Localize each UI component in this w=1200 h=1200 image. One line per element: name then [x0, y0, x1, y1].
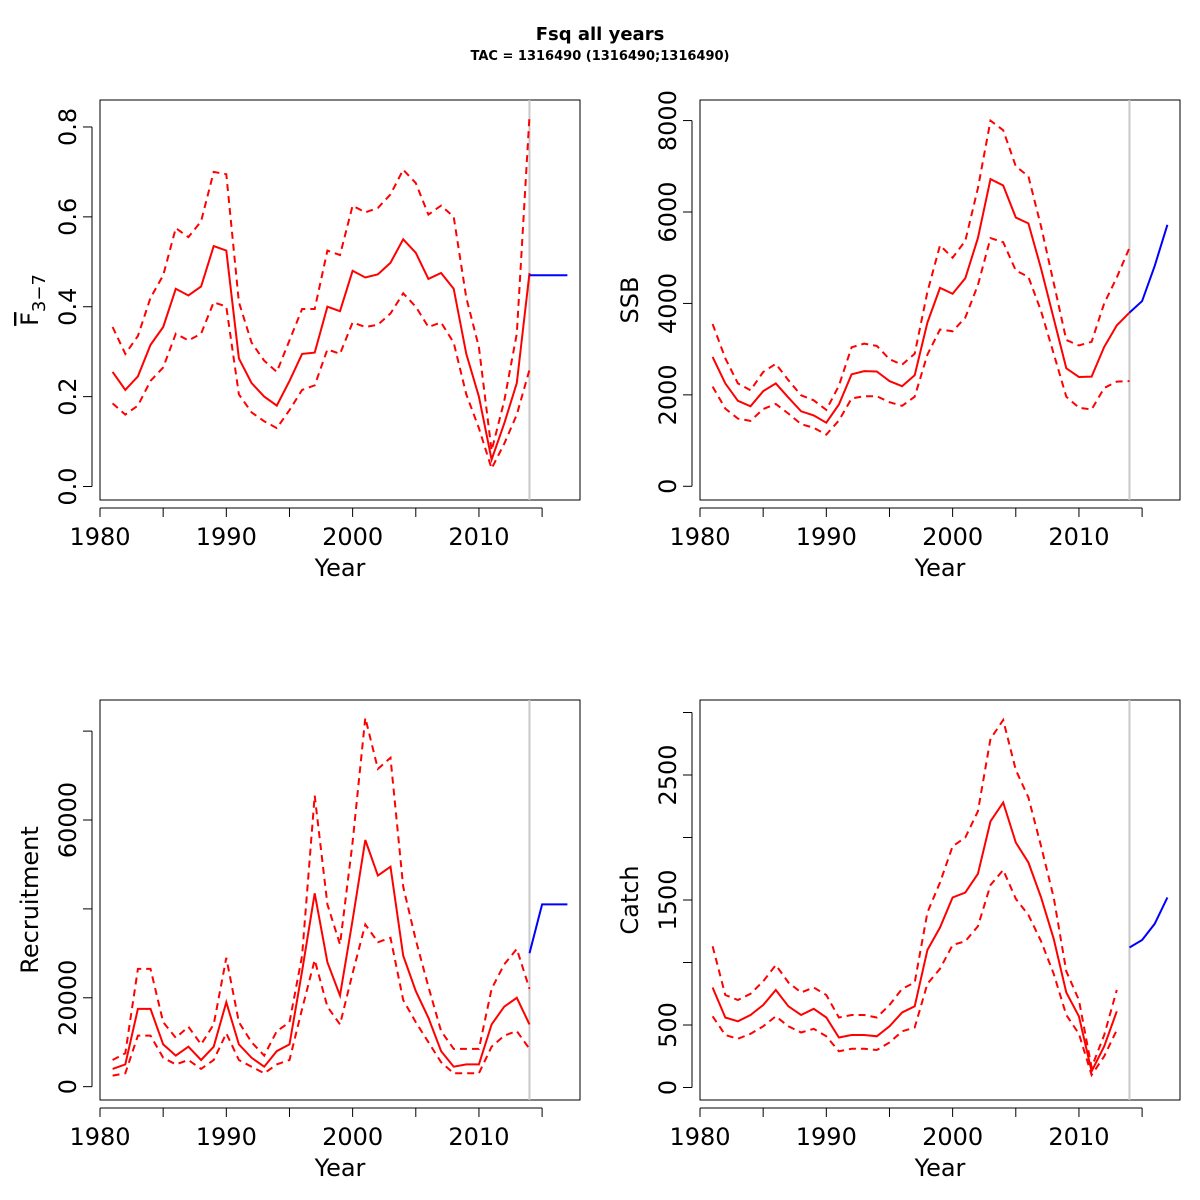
- y-tick-label: 0.8: [54, 108, 82, 146]
- x-tick-label: 1990: [196, 523, 257, 551]
- figure-title: Fsq all years: [536, 24, 665, 45]
- panel-top-right: 1980 1990 2000 2010 Year 0 2000 4000 6000 8000 SSB: [616, 90, 1181, 582]
- x-tick-label: 1980: [69, 523, 130, 551]
- series-line-projection: [528, 903, 568, 954]
- x-tick-label: 1990: [796, 1123, 857, 1151]
- plot-frame: [99, 699, 581, 1101]
- y-tick-label: 8000: [654, 90, 682, 151]
- x-tick-label: 2010: [448, 1123, 509, 1151]
- x-tick-label: 1980: [69, 1123, 130, 1151]
- y-axis-title: F3−7: [16, 274, 50, 326]
- y-axis-title: SSB: [616, 277, 644, 324]
- y-axis-title-subscript: 3−7: [29, 274, 50, 312]
- x-axis-title: Year: [314, 554, 366, 582]
- series-line-lower: [711, 868, 1118, 1078]
- series-line-lower: [711, 236, 1130, 436]
- y-tick-label: 0: [54, 1079, 82, 1094]
- x-axis-title: Year: [914, 1154, 966, 1182]
- series-line-upper: [111, 115, 531, 451]
- y-tick-label: 0.4: [54, 288, 82, 326]
- series-line-estimate: [111, 237, 531, 464]
- x-tick-label: 2000: [322, 523, 383, 551]
- x-tick-label: 2010: [1048, 1123, 1109, 1151]
- x-tick-label: 2010: [448, 523, 509, 551]
- y-tick-label: 0: [654, 1080, 682, 1095]
- x-tick-label: 1980: [669, 1123, 730, 1151]
- y-tick-label: 0.2: [54, 378, 82, 416]
- series-line-projection: [1128, 224, 1169, 314]
- y-tick-label: 4000: [654, 273, 682, 334]
- x-axis-title: Year: [314, 1154, 366, 1182]
- x-tick-label: 1990: [796, 523, 857, 551]
- series-line-lower: [111, 291, 531, 472]
- panel-bottom-right: 1980 1990 2000 2010 Year 0 500 1500 2500 Catch: [616, 699, 1181, 1182]
- series-line-upper: [711, 118, 1131, 412]
- x-axis-title: Year: [914, 554, 966, 582]
- series-line-estimate: [711, 800, 1118, 1075]
- y-tick-label: 500: [654, 1002, 682, 1048]
- y-tick-label: 0.0: [54, 467, 82, 505]
- y-tick-label: 0: [654, 479, 682, 494]
- x-tick-label: 2000: [922, 1123, 983, 1151]
- y-tick-label: 1500: [654, 869, 682, 930]
- plot-frame: [99, 99, 581, 501]
- plot-frame: [699, 99, 1181, 501]
- series-line-projection: [1128, 897, 1169, 949]
- y-tick-label: 6000: [654, 181, 682, 242]
- series-line-upper: [112, 717, 531, 1061]
- y-axis-title: Catch: [616, 865, 644, 934]
- panel-bottom-left: 1980 1990 2000 2010 Year 0 20000 60000 Recruitme…: [16, 699, 581, 1182]
- x-tick-label: 1990: [196, 1123, 257, 1151]
- figure-subtitle: TAC = 1316490 (1316490;1316490): [471, 49, 730, 64]
- x-tick-label: 2000: [322, 1123, 383, 1151]
- panel-top-left: 1980 1990 2000 2010 Year 0.0 0.2 0.4 0.6 0.8 F3−7: [16, 99, 581, 582]
- x-tick-label: 2010: [1048, 523, 1109, 551]
- y-axis-title-main: F: [16, 312, 44, 326]
- y-tick-label: 2500: [654, 744, 682, 805]
- x-tick-label: 1980: [669, 523, 730, 551]
- y-axis-title: Recruitment: [16, 826, 44, 973]
- y-tick-label: 60000: [54, 782, 82, 858]
- y-tick-label: 20000: [54, 960, 82, 1036]
- panels: 1980 1990 2000 2010Year0.00.20.40.60.8F3−71…: [16, 90, 1181, 1182]
- series-line-lower: [112, 922, 531, 1077]
- y-tick-label: 2000: [654, 364, 682, 425]
- series-line-estimate: [711, 177, 1131, 425]
- series-line-upper: [711, 717, 1118, 1072]
- series-line-estimate: [112, 839, 531, 1070]
- plot-frame: [699, 699, 1181, 1101]
- y-tick-label: 0.6: [54, 198, 82, 236]
- x-tick-label: 2000: [922, 523, 983, 551]
